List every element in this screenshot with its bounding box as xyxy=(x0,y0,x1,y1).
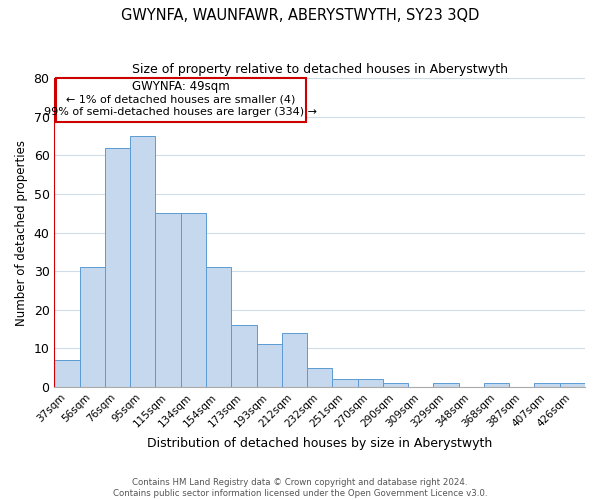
Bar xyxy=(130,136,155,387)
Bar xyxy=(80,268,105,387)
FancyBboxPatch shape xyxy=(56,78,306,122)
Bar xyxy=(433,383,458,387)
Text: GWYNFA, WAUNFAWR, ABERYSTWYTH, SY23 3QD: GWYNFA, WAUNFAWR, ABERYSTWYTH, SY23 3QD xyxy=(121,8,479,22)
Bar xyxy=(105,148,130,387)
X-axis label: Distribution of detached houses by size in Aberystwyth: Distribution of detached houses by size … xyxy=(147,437,493,450)
Text: Contains HM Land Registry data © Crown copyright and database right 2024.
Contai: Contains HM Land Registry data © Crown c… xyxy=(113,478,487,498)
Text: 99% of semi-detached houses are larger (334) →: 99% of semi-detached houses are larger (… xyxy=(44,107,317,117)
Text: ← 1% of detached houses are smaller (4): ← 1% of detached houses are smaller (4) xyxy=(66,94,295,104)
Bar xyxy=(535,383,560,387)
Bar xyxy=(560,383,585,387)
Bar xyxy=(206,268,231,387)
Bar xyxy=(358,379,383,387)
Bar xyxy=(55,360,80,387)
Bar xyxy=(332,379,358,387)
Bar xyxy=(155,213,181,387)
Bar xyxy=(484,383,509,387)
Bar xyxy=(257,344,282,387)
Bar xyxy=(231,325,257,387)
Bar xyxy=(282,333,307,387)
Bar xyxy=(307,368,332,387)
Y-axis label: Number of detached properties: Number of detached properties xyxy=(15,140,28,326)
Bar xyxy=(383,383,408,387)
Title: Size of property relative to detached houses in Aberystwyth: Size of property relative to detached ho… xyxy=(132,62,508,76)
Text: GWYNFA: 49sqm: GWYNFA: 49sqm xyxy=(132,80,230,93)
Bar xyxy=(181,213,206,387)
